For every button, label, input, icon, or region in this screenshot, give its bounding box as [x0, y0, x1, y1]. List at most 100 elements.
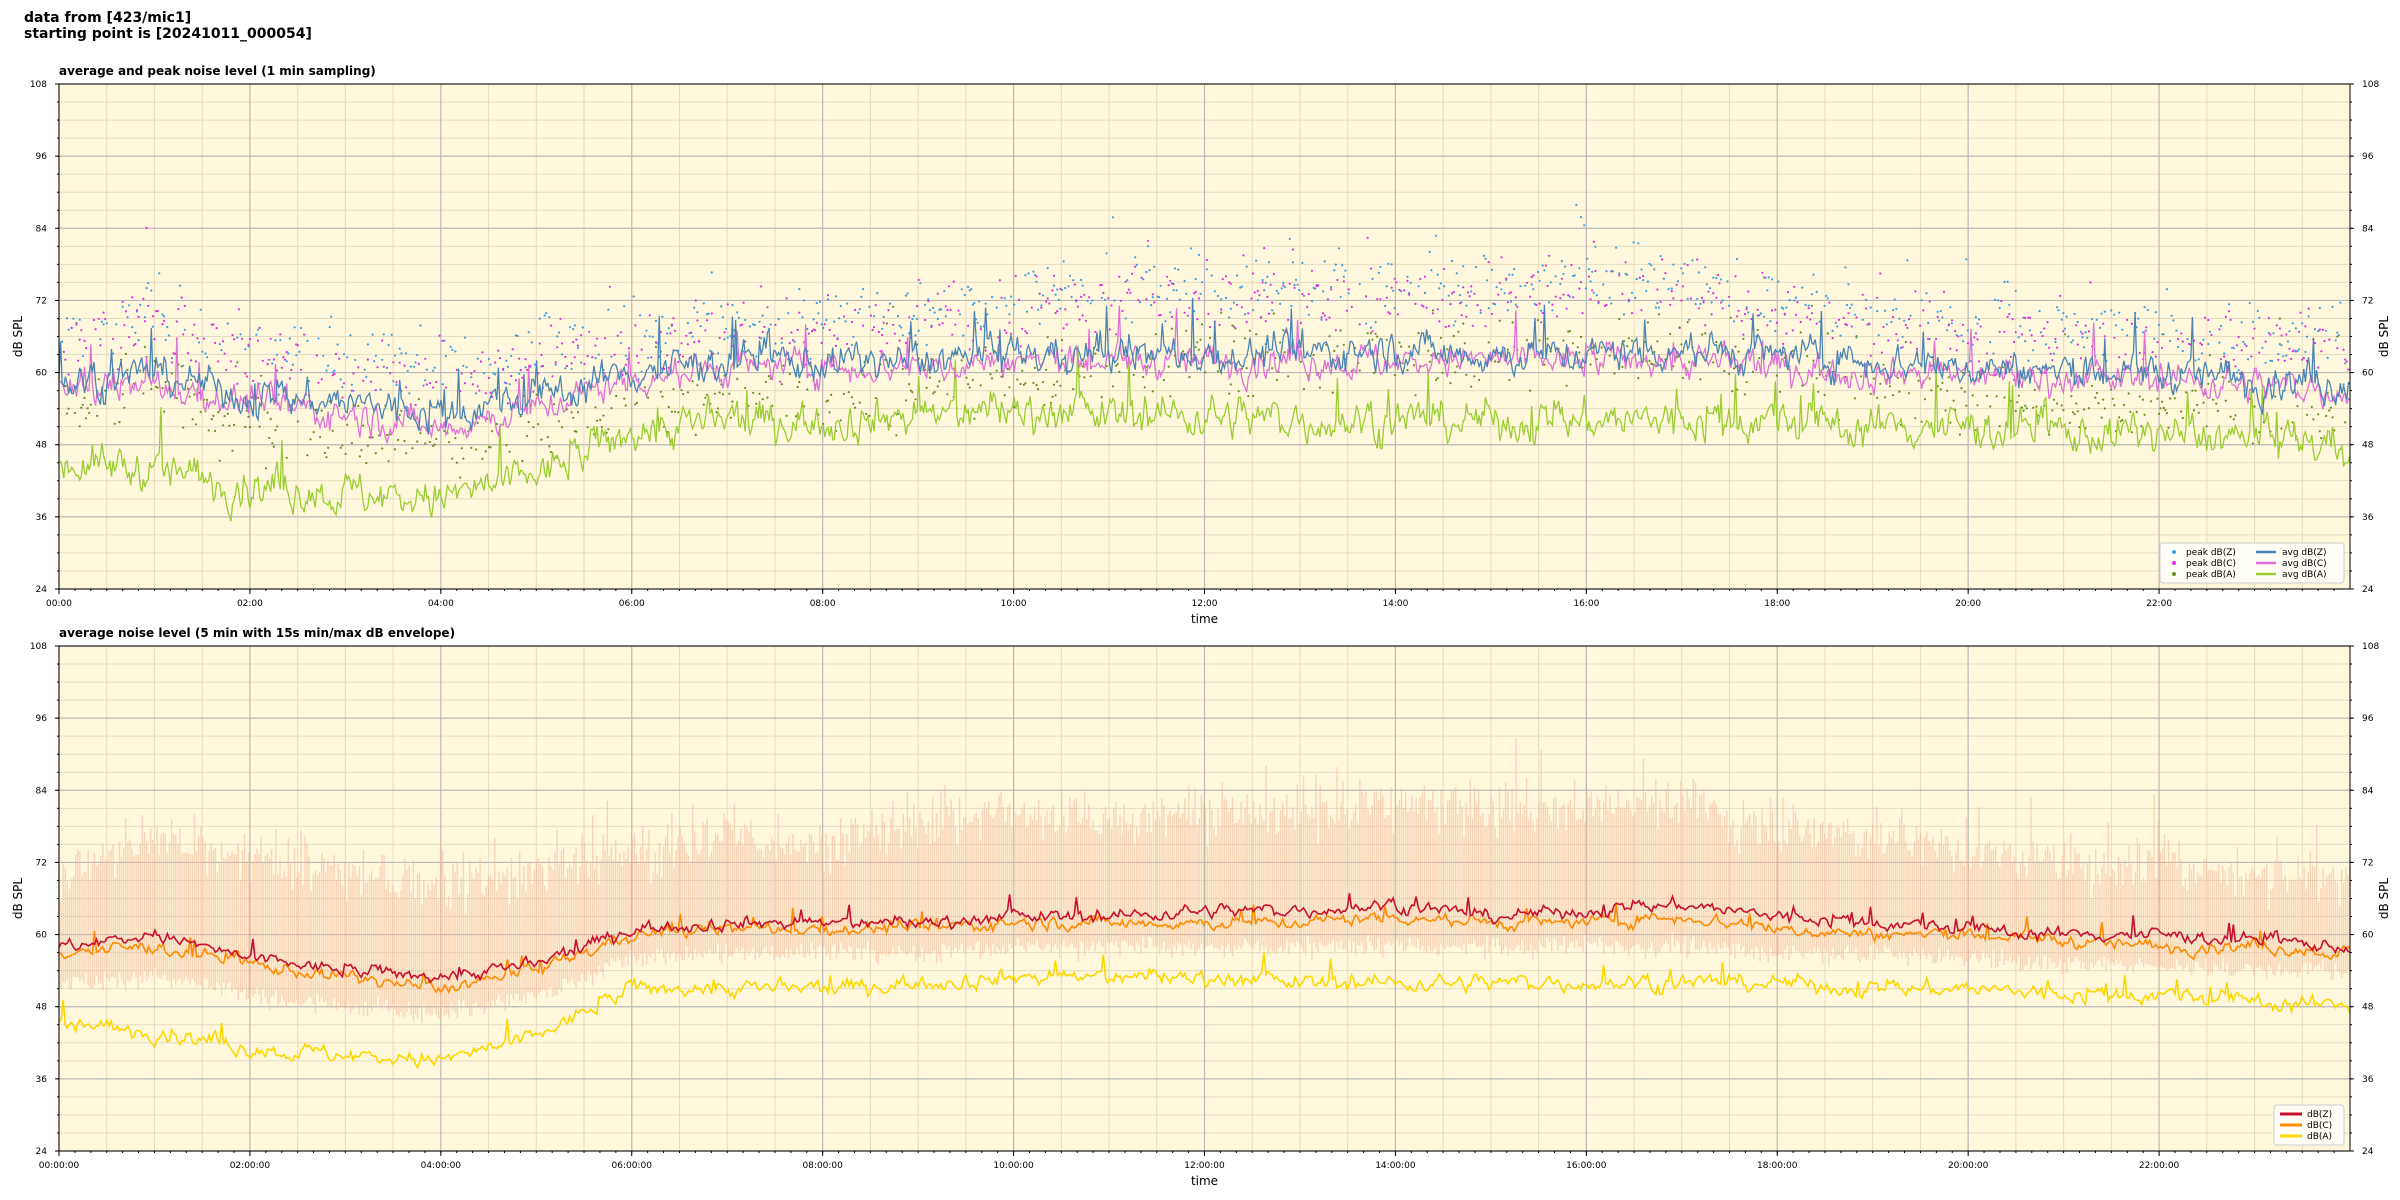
peak-dBC-point	[341, 396, 344, 399]
peak-dBC-point	[2056, 346, 2059, 349]
peak-dBA-point	[1142, 375, 1145, 379]
peak-dBC-point	[946, 308, 949, 312]
legend-label: dB(Z)	[2307, 1110, 2332, 1120]
peak-dBZ-point	[846, 302, 849, 305]
x-tick-label: 14:00	[1382, 599, 1408, 609]
peak-dBA-point	[1046, 336, 1049, 339]
peak-dBZ-point	[737, 316, 740, 319]
peak-dBZ-point	[139, 303, 142, 306]
peak-dBC-point	[2027, 316, 2030, 319]
peak-dBZ-point	[973, 301, 976, 305]
peak-dBA-point	[677, 411, 680, 414]
peak-dBA-point	[946, 393, 949, 396]
peak-dBA-point	[2329, 406, 2332, 409]
peak-dBZ-point	[1267, 261, 1271, 264]
peak-dBZ-point	[1159, 284, 1162, 287]
peak-dBZ-point	[2008, 303, 2011, 306]
peak-dBA-point	[548, 445, 551, 448]
peak-dBC-point	[1272, 272, 1275, 276]
peak-dBZ-point	[2079, 330, 2082, 333]
peak-dBA-point	[1060, 339, 1064, 342]
peak-dBZ-point	[2307, 315, 2310, 318]
peak-dBA-point	[1245, 367, 1248, 370]
peak-dBA-point	[1715, 340, 1718, 344]
peak-dBC-point	[1102, 291, 1105, 294]
peak-dBA-point	[85, 417, 88, 420]
peak-dBA-point	[2063, 333, 2067, 336]
peak-dBC-point	[1342, 280, 1345, 283]
peak-dBZ-point	[1322, 290, 1325, 293]
peak-dBZ-point	[1057, 298, 1060, 301]
peak-dBA-point	[1608, 354, 1611, 357]
peak-dBC-point	[1000, 296, 1003, 299]
peak-dBZ-point	[1443, 285, 1446, 288]
peak-dBZ-point	[1392, 289, 1395, 292]
peak-dBC-point	[1828, 301, 1831, 304]
peak-dBC-point	[1954, 330, 1957, 333]
peak-dBZ-point	[717, 352, 720, 355]
peak-dBC-point	[861, 324, 865, 327]
peak-dBC-point	[885, 342, 889, 345]
peak-dBA-point	[258, 425, 261, 428]
peak-dBZ-point	[1634, 296, 1637, 299]
peak-dBC-point	[1081, 314, 1084, 317]
peak-dBC-point	[936, 292, 939, 295]
peak-dBC-point	[1559, 297, 1562, 300]
peak-dBZ-point	[276, 353, 279, 356]
peak-dBZ-point	[1763, 315, 1766, 318]
peak-dBZ-point	[1554, 275, 1557, 278]
peak-dBZ-point	[1298, 289, 1301, 292]
peak-dBZ-point	[1845, 303, 1848, 307]
peak-dBA-point	[1169, 395, 1172, 398]
peak-dBA-point	[2051, 409, 2054, 412]
peak-dBA-point	[371, 436, 374, 439]
peak-dBC-point	[382, 365, 385, 368]
peak-dBC-point	[471, 383, 474, 386]
peak-dBZ-point	[1635, 277, 1638, 281]
peak-dBC-point	[1263, 247, 1266, 250]
peak-dBZ-point	[1615, 246, 1618, 249]
peak-dBZ-point	[1847, 283, 1850, 286]
peak-dBA-point	[2262, 421, 2266, 424]
peak-dBZ-point	[277, 393, 280, 396]
dBC-line	[58, 903, 2351, 995]
peak-dBC-point	[175, 320, 178, 323]
peak-dBZ-point	[2256, 309, 2259, 313]
peak-dBA-point	[400, 409, 403, 412]
peak-dBA-point	[365, 462, 368, 465]
peak-dBA-point	[2207, 382, 2210, 385]
peak-dBC-point	[718, 336, 721, 339]
peak-dBA-point	[2020, 406, 2024, 409]
peak-dBZ-point	[163, 315, 166, 318]
peak-dBC-point	[182, 333, 185, 336]
peak-dBC-point	[120, 346, 123, 349]
peak-dBA-point	[576, 411, 580, 414]
peak-dBA-point	[1946, 389, 1949, 392]
peak-dBA-point	[1751, 370, 1755, 373]
peak-dBZ-point	[352, 389, 355, 392]
peak-dBC-point	[938, 323, 941, 326]
peak-dBC-point	[1807, 307, 1810, 310]
peak-dBA-point	[1646, 321, 1649, 324]
peak-dBA-point	[901, 367, 904, 371]
y-tick-label: 24	[36, 1147, 48, 1157]
peak-dBC-point	[2277, 358, 2280, 361]
peak-dBZ-point	[462, 364, 465, 367]
peak-dBZ-point	[1462, 265, 1465, 268]
peak-dBZ-point	[166, 326, 169, 329]
peak-dBZ-point	[2177, 345, 2180, 349]
peak-dBA-point	[1000, 375, 1003, 378]
peak-dBZ-point	[1659, 255, 1662, 258]
peak-dBC-point	[1546, 284, 1549, 288]
peak-dBZ-point	[1008, 313, 1011, 316]
peak-dBC-point	[1535, 303, 1538, 307]
peak-dBC-point	[1955, 349, 1958, 352]
peak-dBC-point	[904, 341, 908, 344]
peak-dBC-point	[473, 369, 476, 373]
peak-dBC-point	[1258, 294, 1261, 297]
peak-dBZ-point	[970, 288, 973, 291]
peak-dBC-point	[121, 300, 124, 303]
peak-dBZ-point	[720, 305, 723, 308]
peak-dBC-point	[1554, 295, 1557, 298]
peak-dBA-point	[1032, 381, 1035, 384]
